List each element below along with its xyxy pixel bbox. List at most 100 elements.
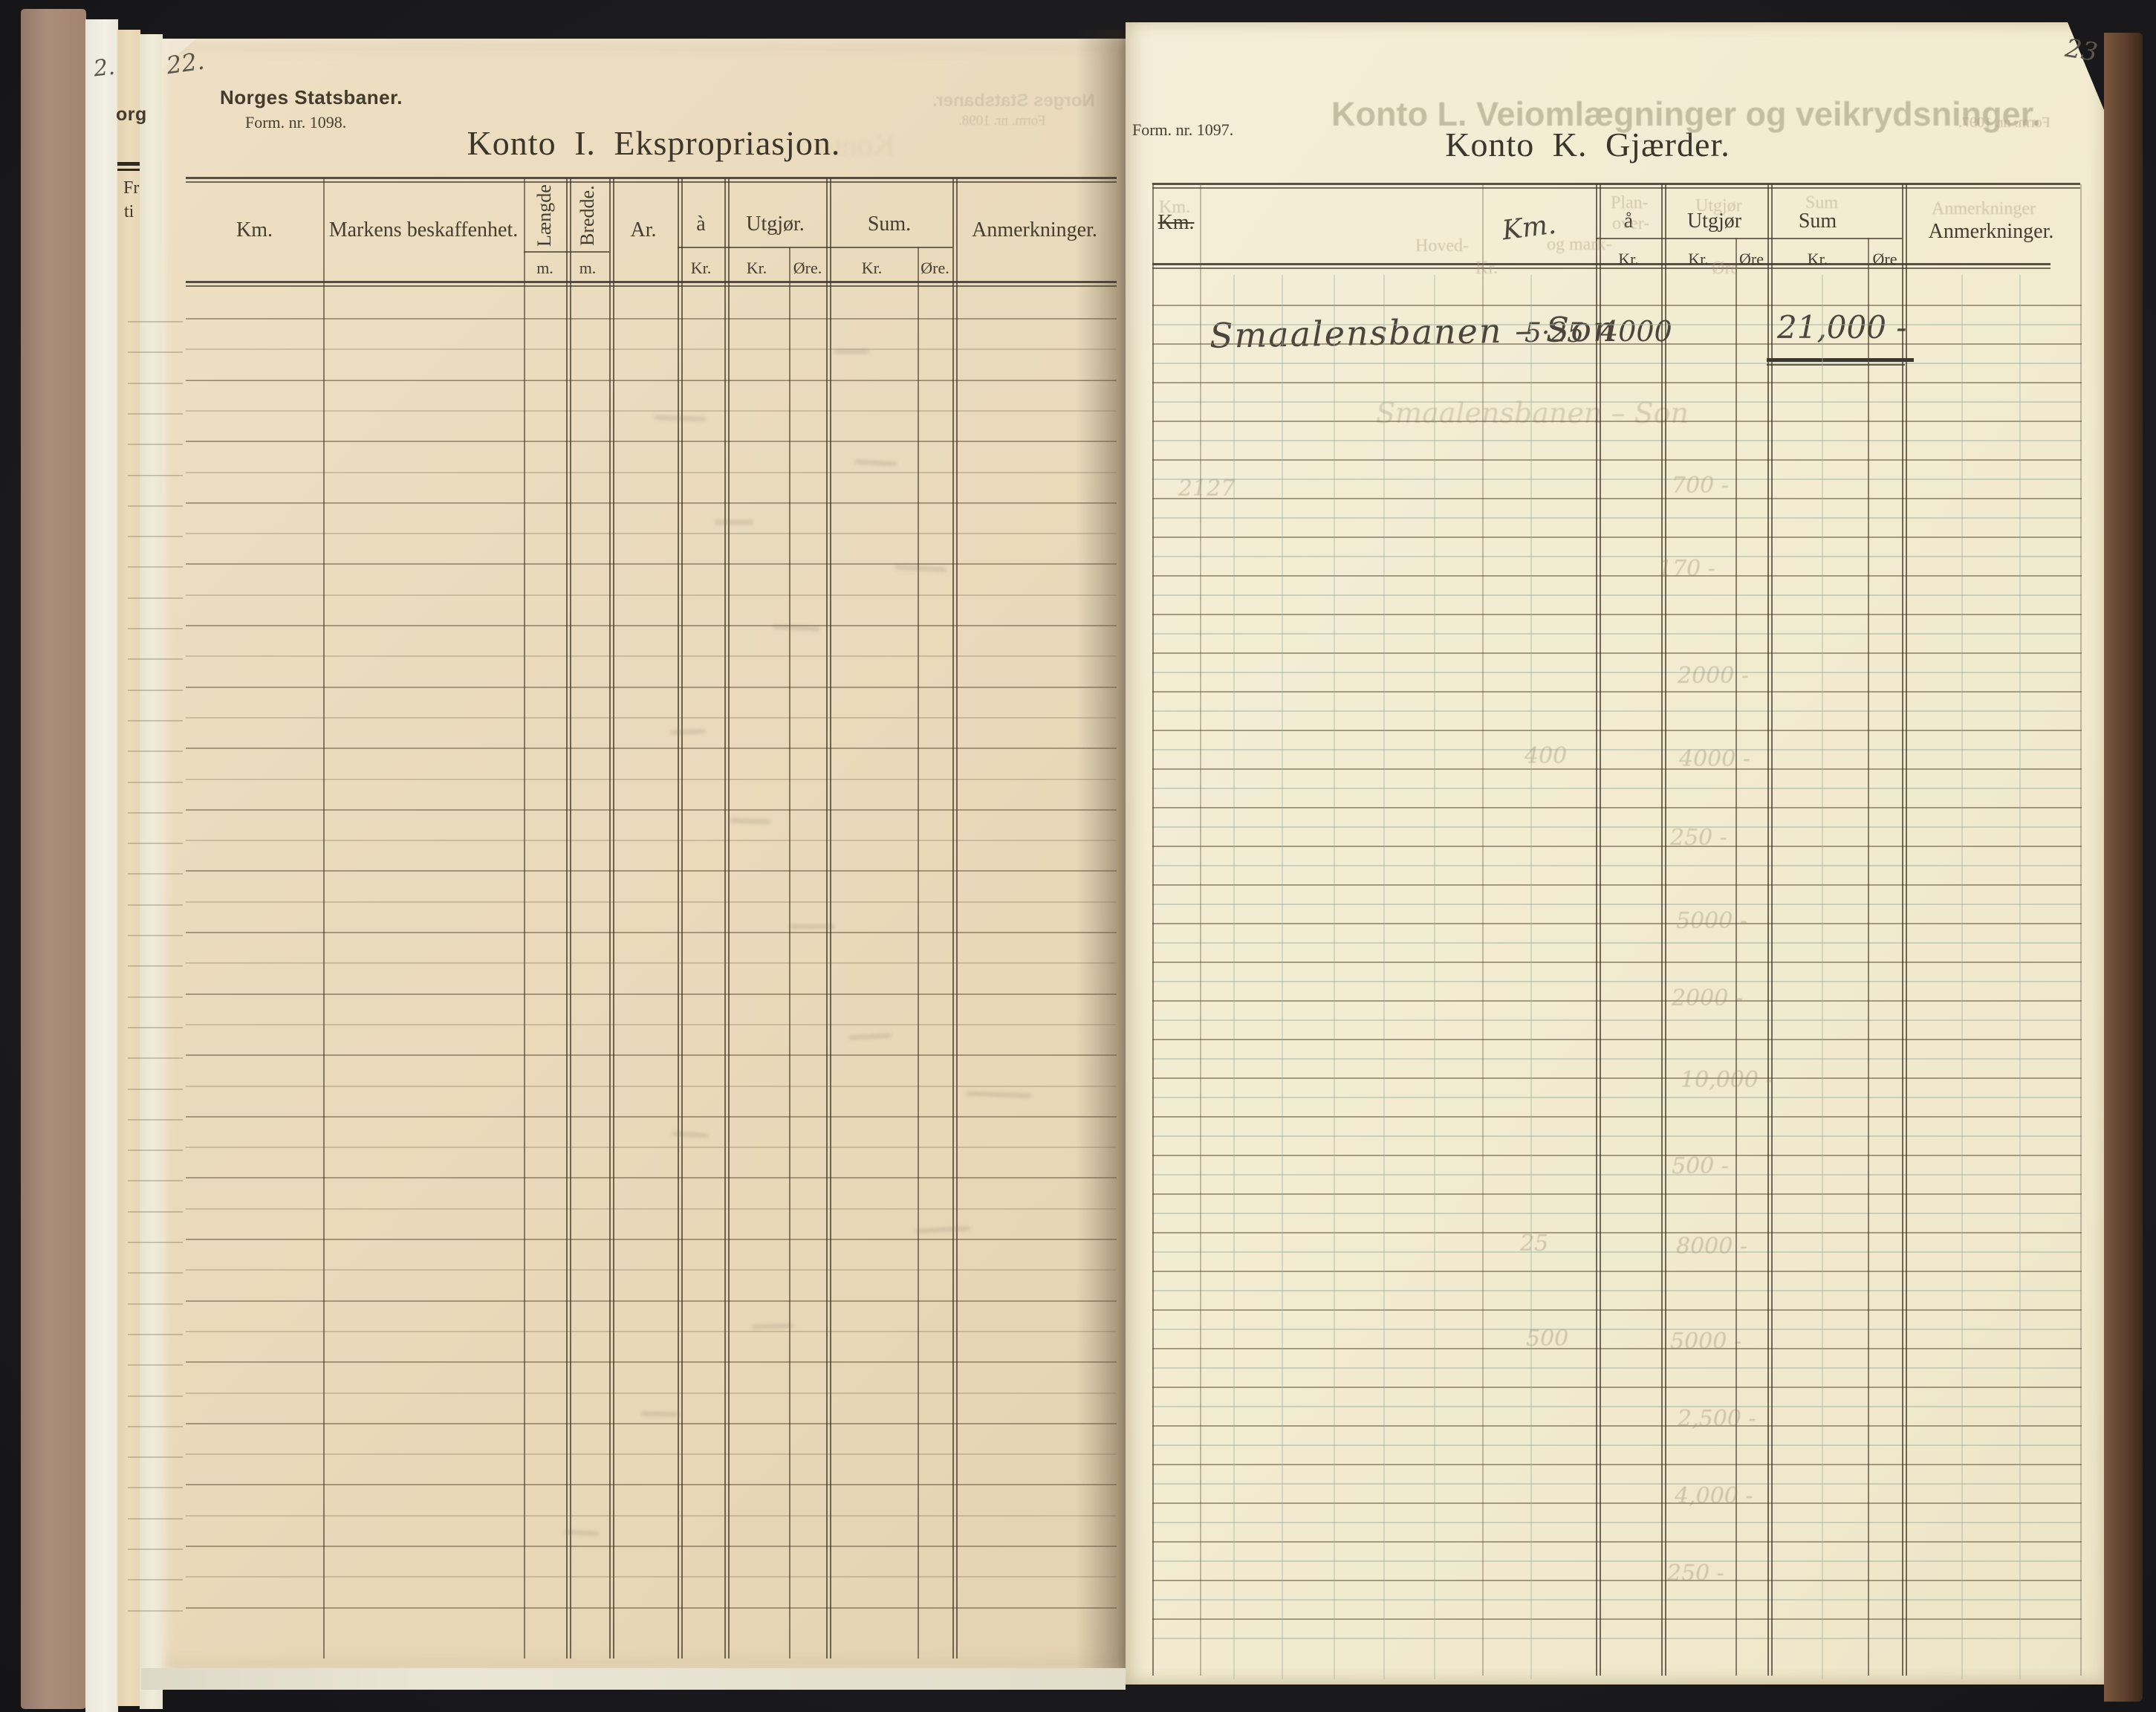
bleed-ink-smudge bbox=[789, 924, 835, 929]
bleed-facing-page-title: Konto L. Veiomlægninger og veikrydsninge… bbox=[1331, 95, 2042, 133]
bleed-brand-mirrored: Norges Statsbaner. bbox=[932, 91, 1095, 111]
bleed-grid-line bbox=[1233, 275, 1235, 1679]
right-table-row-line bbox=[1152, 1000, 2082, 1002]
underpage-row-tick bbox=[128, 1364, 183, 1366]
underpage-row-fragment: Fr bbox=[123, 178, 140, 198]
right-table-row-line-faint bbox=[1152, 1329, 2082, 1330]
left-brand: Norges Statsbaner. bbox=[220, 86, 403, 108]
right-table-column-line bbox=[1868, 238, 1869, 1676]
right-table-row-line-faint bbox=[1152, 517, 2082, 519]
left-sub-kr-utgjor: Kr. bbox=[746, 259, 767, 277]
underpage-row-tick bbox=[128, 719, 183, 722]
bleed-value: 700 - bbox=[1672, 473, 1729, 499]
underpage-row-tick bbox=[128, 1118, 183, 1121]
bleed-value: 250 - bbox=[1667, 1560, 1724, 1586]
right-table-row-line-faint bbox=[1152, 1483, 2082, 1485]
left-col-bredde: Bredde. bbox=[577, 185, 598, 246]
right-table-row-line bbox=[1152, 1580, 2082, 1581]
right-table-row-line-faint bbox=[1152, 981, 2082, 982]
right-table-row-line-faint bbox=[1152, 1638, 2082, 1639]
left-table-top-rule bbox=[186, 177, 1117, 183]
left-sub-ore-utgjor: Øre. bbox=[793, 259, 822, 277]
underpage-rule-fragment bbox=[117, 169, 140, 171]
bleed-value: 500 - bbox=[1672, 1153, 1729, 1179]
left-col-markens: Markens beskaffenhet. bbox=[328, 218, 519, 241]
bleed-grid-line bbox=[1434, 275, 1435, 1679]
left-table-row-line bbox=[186, 1484, 1117, 1486]
left-sub-kr-a: Kr. bbox=[690, 259, 712, 277]
right-table-row-line bbox=[1152, 382, 2082, 383]
left-table-row-line bbox=[186, 655, 1117, 658]
right-table-row-line bbox=[1152, 1541, 2082, 1543]
right-col-a: å bbox=[1623, 210, 1634, 233]
right-table-row-line bbox=[1152, 1155, 2082, 1156]
left-table-mid-rule bbox=[678, 247, 952, 248]
left-table-row-line bbox=[186, 962, 1117, 964]
entry-sum-value: 21,000 - bbox=[1777, 309, 1907, 346]
right-page-number: 23 bbox=[2063, 33, 2100, 68]
right-table-top-rule bbox=[1152, 183, 2080, 189]
bleed-header-fragment: Anmerkninger bbox=[1932, 199, 2036, 218]
left-table-row-line bbox=[186, 594, 1117, 596]
underpage-row-tick bbox=[128, 444, 183, 446]
right-table-row-line bbox=[1152, 1309, 2082, 1311]
bleed-header-fragment: Plan- bbox=[1611, 193, 1649, 213]
right-table-row-line-faint bbox=[1152, 865, 2082, 866]
left-table-header-bottom-rule bbox=[186, 281, 1117, 287]
right-table-row-line bbox=[1152, 923, 2082, 924]
right-table-row-line bbox=[1152, 1464, 2082, 1465]
right-table-column-line bbox=[1767, 184, 1773, 1676]
right-table-row-line-faint bbox=[1152, 1135, 2082, 1137]
right-table-row-line-faint bbox=[1152, 1213, 2082, 1214]
right-form-number: Form. nr. 1097. bbox=[1132, 120, 1234, 139]
right-table-row-line bbox=[1152, 575, 2082, 577]
right-table-column-line bbox=[1661, 184, 1666, 1676]
book-board-edge bbox=[21, 9, 86, 1709]
right-table-row-line-faint bbox=[1152, 363, 2082, 364]
bleed-entry-name: Smaalensbanen – Son bbox=[1376, 397, 1689, 429]
underpage-brand-fragment: org bbox=[116, 104, 147, 125]
underpage-row-tick bbox=[128, 996, 183, 998]
right-table-row-line-faint bbox=[1152, 672, 2082, 673]
left-table-row-line bbox=[186, 409, 1117, 412]
right-table-row-line bbox=[1152, 768, 2082, 770]
bleed-value: 4,000 - bbox=[1675, 1483, 1753, 1509]
left-table-row-line bbox=[186, 932, 1117, 933]
left-table-row-line bbox=[186, 1085, 1117, 1087]
left-table-column-line bbox=[952, 178, 958, 1658]
left-col-a: à bbox=[696, 213, 706, 236]
right-table-row-line bbox=[1152, 343, 2082, 345]
left-table-row-line bbox=[186, 1269, 1117, 1271]
left-sub-m-bredde: m. bbox=[579, 259, 597, 277]
left-table-column-line bbox=[566, 178, 571, 1658]
entry-sum-underline bbox=[1767, 358, 1914, 362]
right-table-row-line bbox=[1152, 305, 2082, 306]
underpage-row-tick bbox=[128, 1088, 183, 1090]
left-col-km: Km. bbox=[236, 218, 273, 241]
left-table-column-line bbox=[609, 178, 614, 1658]
left-table-row-line bbox=[186, 625, 1117, 626]
underpage-row-tick bbox=[128, 1487, 183, 1489]
right-table-row-line-faint bbox=[1152, 401, 2082, 403]
bleed-grid-line bbox=[1334, 275, 1335, 1679]
left-table-row-line bbox=[186, 348, 1117, 351]
bleed-header-fragment: Øre bbox=[1712, 259, 1738, 278]
right-table-column-line bbox=[1482, 184, 1484, 1676]
right-sub-kr-utgjor: Kr. bbox=[1688, 250, 1709, 268]
entry-sum-underline bbox=[1767, 364, 1905, 366]
right-table-row-line-faint bbox=[1152, 826, 2082, 828]
underpage-rule-fragment bbox=[117, 162, 140, 166]
bleed-header-fragment: Utgjør bbox=[1695, 196, 1742, 215]
underpage-row-tick bbox=[128, 536, 183, 538]
right-table-header-bottom-rule bbox=[1152, 263, 2051, 269]
left-table-column-line bbox=[323, 178, 325, 1658]
bleed-value: 250 - bbox=[1670, 825, 1727, 851]
left-table-row-line bbox=[186, 1300, 1117, 1302]
left-table-row-line bbox=[186, 318, 1117, 320]
right-table-row-line bbox=[1152, 1348, 2082, 1349]
left-table-row-line bbox=[186, 1453, 1117, 1456]
right-table-row-line bbox=[1152, 1232, 2082, 1233]
underpage-row-tick bbox=[128, 781, 183, 783]
underpage-row-tick bbox=[128, 1517, 183, 1520]
left-table-column-line bbox=[918, 247, 919, 1658]
